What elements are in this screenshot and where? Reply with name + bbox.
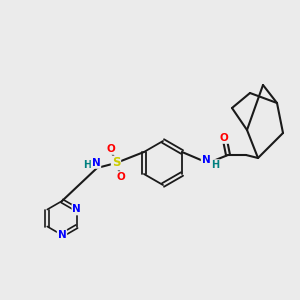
Text: S: S [112, 157, 120, 169]
Text: O: O [106, 144, 116, 154]
Text: N: N [72, 205, 81, 214]
Text: N: N [58, 230, 66, 240]
Text: N: N [92, 158, 100, 168]
Text: H: H [211, 160, 219, 170]
Text: O: O [117, 172, 125, 182]
Text: N: N [202, 155, 210, 165]
Text: O: O [220, 133, 228, 143]
Text: H: H [83, 160, 91, 170]
